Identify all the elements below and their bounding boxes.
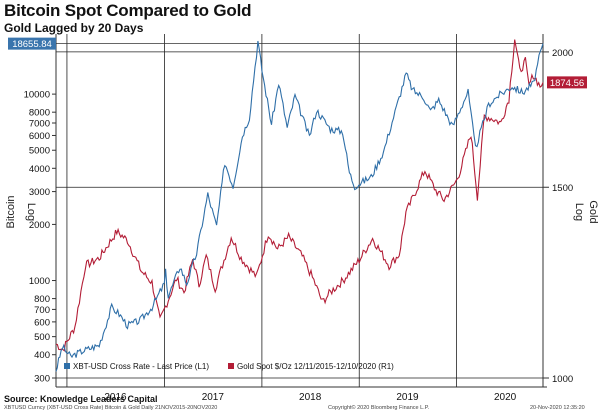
gold-current-box — [547, 76, 587, 89]
left-tick-label: 600 — [34, 317, 50, 328]
left-tick-label: 1000 — [29, 276, 50, 287]
left-tick-label: 400 — [34, 350, 50, 361]
right-tick-label: 2000 — [552, 48, 573, 59]
x-tick-label: 2017 — [202, 392, 225, 403]
gold-current-value: 1874.56 — [550, 78, 584, 89]
chart-title: Bitcoin Spot Compared to Gold — [4, 1, 252, 20]
bitcoin-current-box — [8, 37, 56, 50]
left-tick-label: 10000 — [24, 90, 50, 101]
left-tick-label: 3000 — [29, 187, 50, 198]
left-tick-label: 300 — [34, 374, 50, 385]
right-tick-label: 1000 — [552, 374, 573, 385]
footer-left-note: XBTUSD Curncy (XBT-USD Cross Rate) Bitco… — [4, 405, 218, 411]
left-tick-label: 500 — [34, 332, 50, 343]
left-tick-label: 700 — [34, 305, 50, 316]
footer-copyright: Copyright© 2020 Bloomberg Finance L.P. — [328, 405, 430, 411]
source-note: Source: Knowledge Leaders Capital — [4, 394, 158, 404]
gold-series-line — [55, 39, 544, 352]
bitcoin-current-value: 18655.84 — [12, 39, 52, 50]
left-tick-label: 4000 — [29, 164, 50, 175]
left-tick-label: 6000 — [29, 131, 50, 142]
left-tick-label: 7000 — [29, 118, 50, 129]
x-tick-label: 2018 — [299, 392, 322, 403]
left-scale-label: Log — [25, 203, 37, 221]
legend-swatch-gold — [228, 363, 234, 369]
right-scale-label: Log — [573, 203, 585, 221]
legend-label-bitcoin: XBT-USD Cross Rate - Last Price (L1) — [73, 362, 209, 371]
left-axis-label: Bitcoin — [5, 195, 17, 228]
right-tick-label: 1500 — [552, 183, 573, 194]
left-tick-label: 8000 — [29, 108, 50, 119]
legend-label-gold: Gold Spot $/Oz 12/11/2015-12/10/2020 (R1… — [237, 362, 394, 371]
footer-timestamp: 20-Nov-2020 12:35:20 — [530, 405, 585, 411]
left-tick-label: 5000 — [29, 146, 50, 157]
bitcoin-series-line — [55, 40, 544, 372]
left-tick-label: 2000 — [29, 220, 50, 231]
x-tick-label: 2016 — [104, 392, 127, 403]
legend-swatch-bitcoin — [64, 363, 70, 369]
chart-subtitle: Gold Lagged by 20 Days — [4, 21, 144, 35]
left-tick-label: 800 — [34, 294, 50, 305]
x-tick-label: 2020 — [494, 392, 517, 403]
right-axis-label: Gold — [587, 200, 599, 223]
x-tick-label: 2019 — [396, 392, 419, 403]
